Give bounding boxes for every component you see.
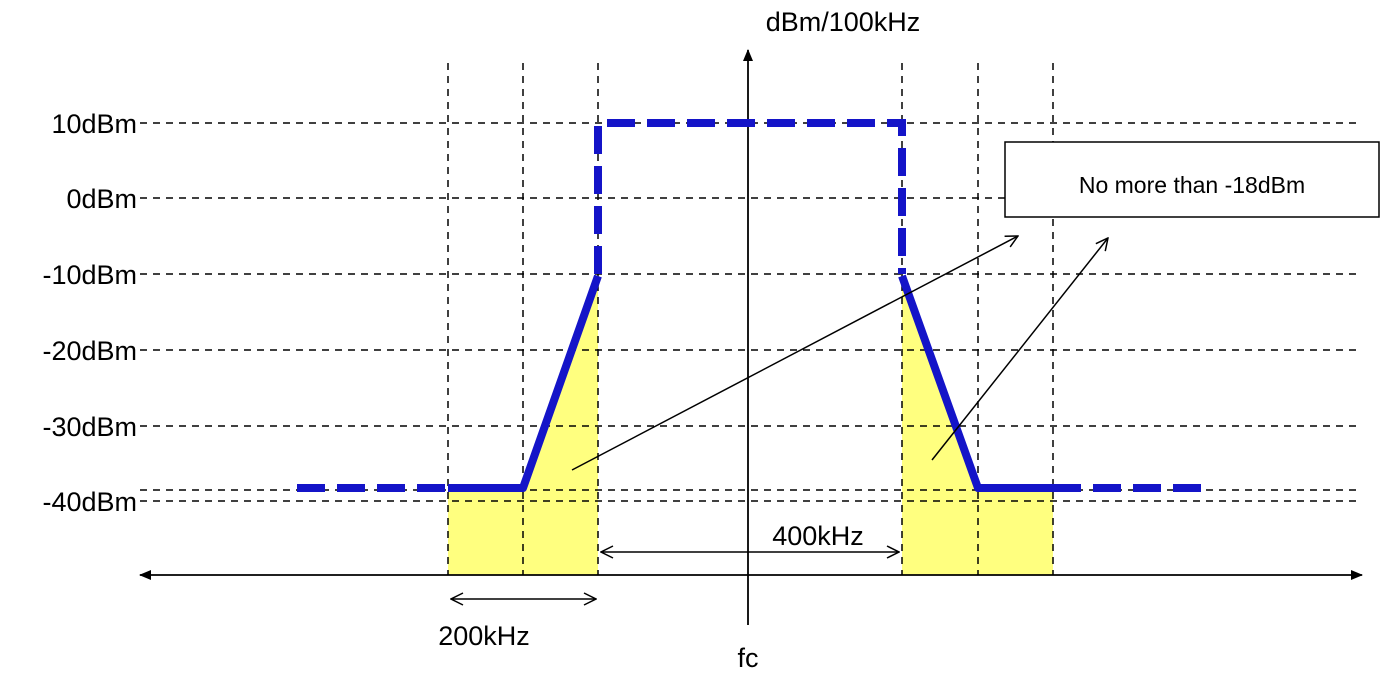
level-labels: 10dBm 0dBm -10dBm -20dBm -30dBm -40dBm <box>42 109 137 517</box>
note-box <box>1004 141 1380 218</box>
mask-left-slope <box>448 274 602 492</box>
level-label: -20dBm <box>42 336 137 366</box>
right-shaded-region <box>902 274 1053 575</box>
left-shaded-region <box>448 274 598 575</box>
level-label: -40dBm <box>42 487 137 517</box>
pointer-arrow-right <box>931 238 1108 461</box>
mask-right-slope <box>898 274 1053 492</box>
level-label: 10dBm <box>51 109 137 139</box>
pointer-arrow-left <box>571 236 1018 471</box>
spacing-label-200khz: 200kHz <box>438 621 530 651</box>
mask-top-block <box>594 119 906 274</box>
note-box-text: No more than -18dBm <box>1079 172 1305 198</box>
mask-solid <box>448 274 1053 492</box>
y-axis-label: dBm/100kHz <box>766 7 921 37</box>
level-label: -30dBm <box>42 412 137 442</box>
x-axis-label: fc <box>737 643 758 673</box>
mask-dashed <box>297 119 1202 492</box>
level-label: -10dBm <box>42 260 137 290</box>
spacing-label-400khz: 400kHz <box>772 521 864 551</box>
level-label: 0dBm <box>66 184 137 214</box>
